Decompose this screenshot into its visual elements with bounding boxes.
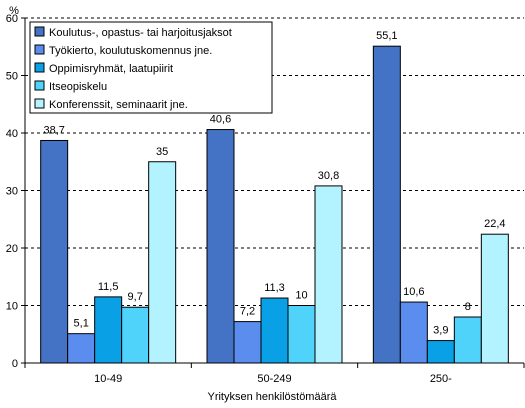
legend-label: Oppimisryhmät, laatupiirit <box>49 63 173 75</box>
bar <box>233 321 262 364</box>
data-label: 9,7 <box>128 291 143 303</box>
legend: Koulutus-, opastus- tai harjoitusjaksot T… <box>29 21 273 114</box>
legend-label: Koulutus-, opastus- tai harjoitusjaksot <box>49 27 232 39</box>
legend-label: Työkierto, koulutuskomennus jne. <box>49 45 212 57</box>
legend-swatch <box>34 98 45 109</box>
bar <box>148 161 177 364</box>
bar <box>480 233 509 364</box>
data-label: 7,2 <box>240 306 255 318</box>
x-axis-title: Yrityksen henkilöstömäärä <box>207 391 337 403</box>
data-label: 38,7 <box>43 124 64 136</box>
bar <box>426 340 455 364</box>
data-label: 3,9 <box>433 325 448 337</box>
bar <box>372 45 401 364</box>
x-tick-label: 50-249 <box>257 373 291 385</box>
bar <box>121 306 150 364</box>
y-tick-label: 20 <box>6 243 18 255</box>
legend-label: Itseopiskelu <box>49 81 107 93</box>
bar <box>206 129 235 364</box>
legend-swatch <box>34 62 45 73</box>
data-label: 30,8 <box>318 170 339 182</box>
y-axis-unit-label: % <box>9 5 19 17</box>
y-tick-label: 50 <box>6 71 18 83</box>
legend-swatch <box>34 26 45 37</box>
data-label: 10,6 <box>403 286 424 298</box>
data-label: 35 <box>156 146 168 158</box>
bar <box>67 333 96 364</box>
data-label: 11,5 <box>98 281 119 293</box>
data-label: 11,3 <box>264 282 285 294</box>
legend-swatch <box>34 44 45 55</box>
y-tick-label: 10 <box>6 301 18 313</box>
x-tick-label: 250- <box>430 373 452 385</box>
gridlines <box>25 17 524 306</box>
data-label: 22,4 <box>484 218 505 230</box>
legend-swatch <box>34 80 45 91</box>
data-label: 5,1 <box>74 318 89 330</box>
bar <box>260 297 289 364</box>
legend-label: Konferenssit, seminaarit jne. <box>49 99 188 111</box>
bar <box>287 305 316 364</box>
y-tick-label: 40 <box>6 128 18 140</box>
axes: 0 10 20 30 40 50 60 10-49 50-249 250- <box>6 13 525 385</box>
y-tick-label: 60 <box>6 13 18 25</box>
bar <box>94 296 123 364</box>
data-label: 8 <box>465 301 471 313</box>
data-label: 40,6 <box>210 114 231 126</box>
bar <box>399 301 428 364</box>
bars: 38,7 5,1 11,5 9,7 35 40,6 7,2 11,3 10 30,8 55,1 10,… <box>40 30 509 364</box>
bar <box>453 316 482 364</box>
y-tick-label: 0 <box>12 358 18 370</box>
x-tick-label: 10-49 <box>94 373 122 385</box>
legend-box <box>29 21 273 114</box>
bar <box>314 185 343 364</box>
data-label: 55,1 <box>376 30 397 42</box>
data-label: 10 <box>295 290 307 302</box>
y-tick-label: 30 <box>6 186 18 198</box>
bar <box>40 139 69 364</box>
